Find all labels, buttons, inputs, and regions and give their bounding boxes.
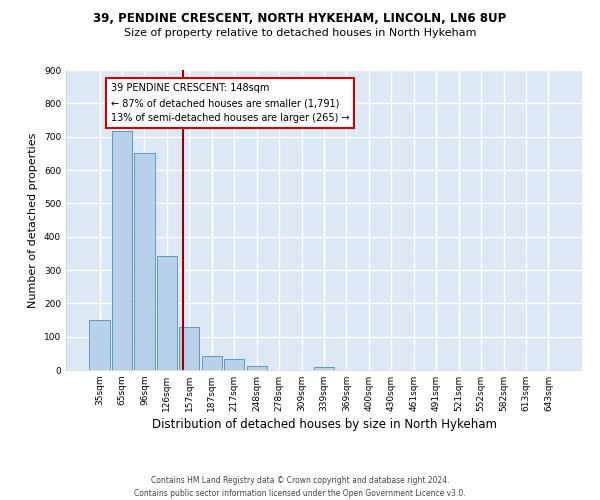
Bar <box>314 367 334 370</box>
Bar <box>247 366 267 370</box>
Bar <box>224 360 244 370</box>
Text: 39, PENDINE CRESCENT, NORTH HYKEHAM, LINCOLN, LN6 8UP: 39, PENDINE CRESCENT, NORTH HYKEHAM, LIN… <box>94 12 506 26</box>
Bar <box>112 130 132 370</box>
Bar <box>134 153 155 370</box>
X-axis label: Distribution of detached houses by size in North Hykeham: Distribution of detached houses by size … <box>151 418 497 431</box>
Text: Contains public sector information licensed under the Open Government Licence v3: Contains public sector information licen… <box>134 489 466 498</box>
Bar <box>89 320 110 370</box>
Y-axis label: Number of detached properties: Number of detached properties <box>28 132 38 308</box>
Text: Contains HM Land Registry data © Crown copyright and database right 2024.: Contains HM Land Registry data © Crown c… <box>151 476 449 485</box>
Bar <box>157 256 177 370</box>
Bar <box>202 356 222 370</box>
Text: 39 PENDINE CRESCENT: 148sqm
← 87% of detached houses are smaller (1,791)
13% of : 39 PENDINE CRESCENT: 148sqm ← 87% of det… <box>111 84 349 123</box>
Bar <box>179 326 199 370</box>
Text: Size of property relative to detached houses in North Hykeham: Size of property relative to detached ho… <box>124 28 476 38</box>
